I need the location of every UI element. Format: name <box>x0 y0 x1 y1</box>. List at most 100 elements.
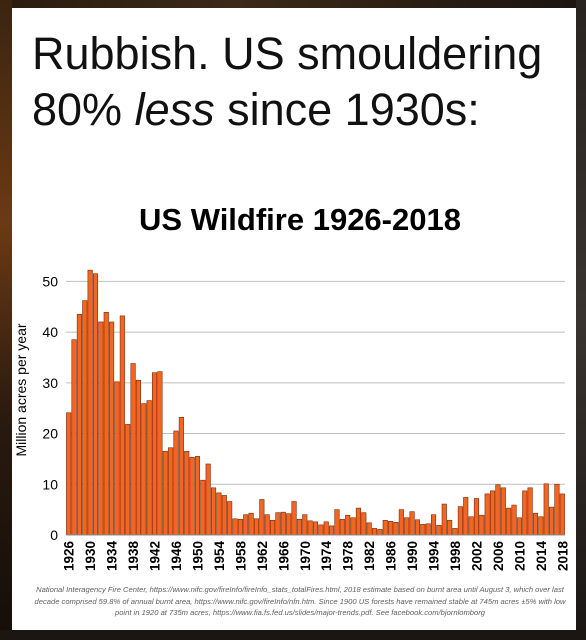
bar-1928 <box>76 314 82 536</box>
bar-1957 <box>232 518 238 536</box>
x-tick-label: 1962 <box>255 541 270 571</box>
bar-2018 <box>559 493 565 536</box>
headline-line-2-end: since 1930s: <box>214 84 480 135</box>
bar-1942 <box>151 372 158 536</box>
x-tick-label: 1942 <box>148 541 163 571</box>
x-tick-label: 2002 <box>469 541 484 571</box>
bar-2000 <box>463 497 469 536</box>
bar-2004 <box>484 493 490 536</box>
x-tick-label: 1974 <box>319 541 334 572</box>
headline-line-2-start: 80% <box>32 84 135 135</box>
bar-1954 <box>216 492 222 536</box>
bar-1947 <box>178 417 184 536</box>
bar-1937 <box>125 424 131 536</box>
bar-1992 <box>420 524 426 536</box>
bar-1949 <box>189 457 195 536</box>
bar-1933 <box>103 312 109 536</box>
bar-1996 <box>441 503 447 536</box>
bar-1994 <box>430 514 437 536</box>
y-tick-label: 40 <box>42 324 58 340</box>
bar-2012 <box>527 487 533 536</box>
bar-1931 <box>92 273 99 536</box>
bar-2015 <box>543 483 549 536</box>
wildfire-bar-chart: US Wildfire 1926-2018 0 10 20 30 40 50 1926 193… <box>13 202 570 571</box>
bar-1982 <box>366 522 372 536</box>
bar-1932 <box>98 321 104 536</box>
bar-1998 <box>452 528 458 536</box>
bar-1950 <box>194 456 201 536</box>
axes: 0 10 20 30 40 50 1926 1930 1934 1938 1942 1946 1950 1… <box>42 273 570 571</box>
bar-1941 <box>146 400 152 536</box>
x-tick-label: 1990 <box>405 541 420 571</box>
x-tick-label: 1986 <box>384 541 399 572</box>
bar-1935 <box>114 381 120 536</box>
bar-1974 <box>323 521 329 536</box>
x-tick-label: 1954 <box>212 541 227 572</box>
x-tick-label: 1958 <box>233 541 248 572</box>
x-tick-label: 1934 <box>105 541 120 572</box>
bar-1951 <box>200 479 206 536</box>
bar-1971 <box>307 520 313 536</box>
bar-1956 <box>227 501 233 536</box>
bar-1945 <box>168 447 174 536</box>
bar-1958 <box>237 518 243 536</box>
bar-1980 <box>355 507 361 536</box>
bar-1969 <box>296 518 302 536</box>
bar-1929 <box>82 300 88 536</box>
bar-2011 <box>522 490 528 536</box>
bar-1979 <box>350 517 356 536</box>
bar-1991 <box>414 519 421 536</box>
bar-1962 <box>259 499 265 536</box>
bar-1981 <box>361 512 367 536</box>
y-axis-label: Million acres per year <box>13 323 29 456</box>
bar-1987 <box>393 522 399 536</box>
bar-1968 <box>291 501 297 536</box>
x-tick-label: 1946 <box>169 541 184 572</box>
bar-1939 <box>135 379 141 536</box>
headline-emphasis: less <box>134 84 215 135</box>
bar-2003 <box>479 514 485 536</box>
x-tick-label: 1966 <box>276 541 291 572</box>
bar-1936 <box>119 315 125 536</box>
backdrop-bottom <box>0 630 586 640</box>
x-tick-label: 1930 <box>83 541 98 571</box>
bar-2008 <box>506 507 512 536</box>
bar-1985 <box>382 519 388 536</box>
x-tick-label: 1926 <box>62 541 77 572</box>
bar-2002 <box>473 498 480 536</box>
x-tick-label: 1938 <box>126 541 141 572</box>
x-tick-label: 1998 <box>448 541 463 572</box>
bar-2017 <box>554 483 560 536</box>
bar-1965 <box>275 512 281 536</box>
bar-1946 <box>173 430 179 536</box>
y-tick-label: 20 <box>42 426 58 442</box>
x-tick-label: 1978 <box>341 541 356 572</box>
y-tick-label: 50 <box>42 273 58 289</box>
bar-1972 <box>312 521 319 536</box>
bar-1984 <box>377 529 383 536</box>
bar-1999 <box>457 506 463 536</box>
bar-1959 <box>243 514 249 536</box>
bar-2016 <box>549 506 555 536</box>
bar-1977 <box>339 518 345 536</box>
backdrop-right <box>576 0 586 640</box>
bar-2014 <box>538 516 544 536</box>
x-tick-label: 2018 <box>555 541 570 572</box>
y-tick-label: 10 <box>42 476 58 492</box>
bar-1963 <box>264 514 270 536</box>
bar-1967 <box>286 513 292 536</box>
bar-1983 <box>371 528 378 536</box>
y-tick-label: 0 <box>50 527 58 543</box>
bar-1976 <box>334 509 340 536</box>
x-tick-label: 1982 <box>362 541 377 571</box>
bar-2007 <box>500 487 506 536</box>
bar-1978 <box>345 514 351 536</box>
bar-1960 <box>248 512 254 536</box>
x-tick-label: 2014 <box>534 541 549 572</box>
bar-1990 <box>409 511 415 536</box>
x-tick-label: 2010 <box>512 541 527 571</box>
bar-2006 <box>495 484 501 536</box>
bar-1940 <box>141 403 147 536</box>
x-tick-label: 2006 <box>491 541 506 572</box>
bar-2013 <box>532 512 539 536</box>
